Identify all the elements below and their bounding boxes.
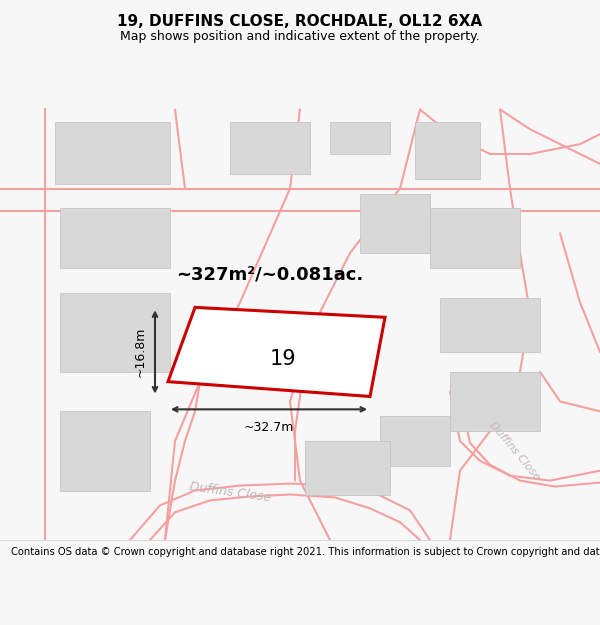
Text: Map shows position and indicative extent of the property.: Map shows position and indicative extent… xyxy=(120,30,480,43)
Polygon shape xyxy=(360,194,430,253)
Polygon shape xyxy=(415,122,480,179)
Polygon shape xyxy=(168,308,385,396)
Polygon shape xyxy=(60,411,150,491)
Text: Contains OS data © Crown copyright and database right 2021. This information is : Contains OS data © Crown copyright and d… xyxy=(11,547,600,557)
Polygon shape xyxy=(450,372,540,431)
Text: ~16.8m: ~16.8m xyxy=(134,327,147,377)
Text: Duffins Close: Duffins Close xyxy=(188,481,272,504)
Polygon shape xyxy=(380,416,450,466)
Polygon shape xyxy=(55,122,170,184)
Polygon shape xyxy=(230,122,310,174)
Text: ~327m²/~0.081ac.: ~327m²/~0.081ac. xyxy=(176,266,364,284)
Polygon shape xyxy=(305,441,390,496)
Text: ~32.7m: ~32.7m xyxy=(244,421,294,434)
Text: 19: 19 xyxy=(269,349,296,369)
Polygon shape xyxy=(60,208,170,268)
Polygon shape xyxy=(430,208,520,268)
Polygon shape xyxy=(440,298,540,352)
Text: Duffins Close: Duffins Close xyxy=(488,420,542,482)
Polygon shape xyxy=(60,292,170,372)
Text: 19, DUFFINS CLOSE, ROCHDALE, OL12 6XA: 19, DUFFINS CLOSE, ROCHDALE, OL12 6XA xyxy=(118,14,482,29)
Polygon shape xyxy=(330,122,390,154)
